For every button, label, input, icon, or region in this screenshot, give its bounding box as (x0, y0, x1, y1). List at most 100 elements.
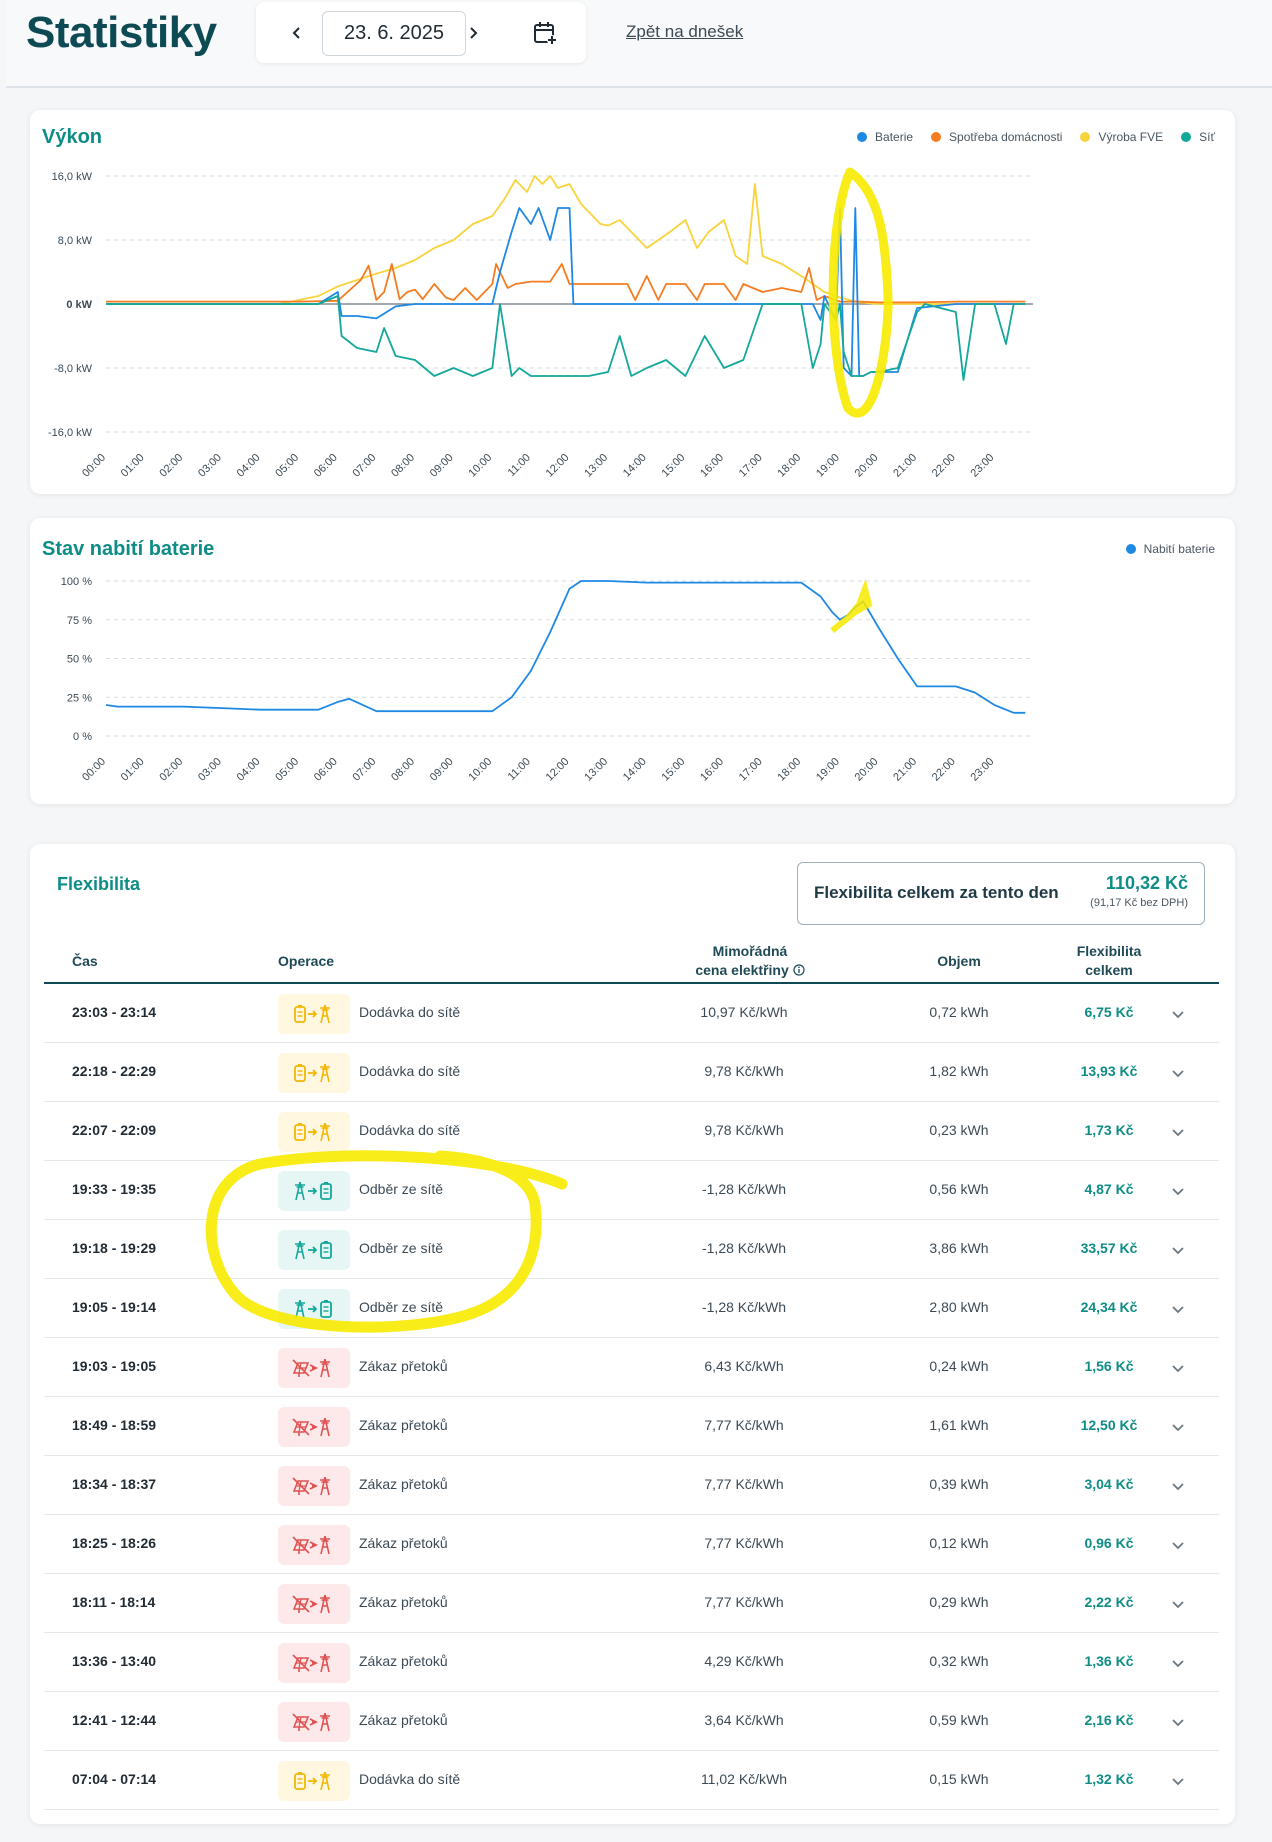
chevron-down-icon (1172, 1011, 1184, 1019)
operation-badge (278, 1584, 350, 1624)
expand-row-button[interactable] (1164, 1708, 1192, 1736)
operation-badge (278, 1171, 350, 1211)
power-y-tick-label: 8,0 kW (58, 235, 93, 247)
expand-row-button[interactable] (1164, 1118, 1192, 1146)
power-series-line (106, 263, 1026, 304)
calendar-button[interactable] (528, 16, 562, 50)
row-price: 7,77 Kč/kWh (704, 1476, 784, 1492)
table-row[interactable]: 22:07 - 22:09 Dodávka do sítě 9,78 Kč/kW… (44, 1102, 1219, 1161)
power-legend-item[interactable]: Baterie (857, 130, 913, 144)
row-operation: Zákaz přetoků (359, 1358, 448, 1374)
row-operation: Dodávka do sítě (359, 1004, 461, 1020)
row-price: 7,77 Kč/kWh (704, 1417, 784, 1433)
row-volume: 0,29 kWh (929, 1594, 989, 1610)
power-x-tick-label: 07:00 (351, 452, 379, 480)
table-row[interactable]: 18:11 - 18:14 Zákaz přetoků 7,77 Kč/kWh … (44, 1574, 1219, 1633)
grid-to-battery-icon (295, 1240, 332, 1260)
power-x-tick-label: 13:00 (582, 452, 610, 480)
row-time: 19:03 - 19:05 (72, 1358, 157, 1374)
row-flexibility: 6,75 Kč (1084, 1004, 1134, 1020)
battery-to-grid-icon (294, 1004, 330, 1024)
power-legend-item[interactable]: Výroba FVE (1080, 130, 1163, 144)
table-row[interactable]: 19:18 - 19:29 Odběr ze sítě -1,28 Kč/kWh… (44, 1220, 1219, 1279)
solar-to-grid-blocked-icon (292, 1535, 330, 1555)
table-row[interactable]: 23:03 - 23:14 Dodávka do sítě 10,97 Kč/k… (44, 984, 1219, 1043)
power-x-tick-label: 04:00 (235, 452, 263, 480)
expand-row-button[interactable] (1164, 1295, 1192, 1323)
row-volume: 0,15 kWh (929, 1771, 989, 1787)
expand-row-button[interactable] (1164, 1472, 1192, 1500)
power-legend-item[interactable]: Síť (1181, 130, 1215, 144)
info-icon[interactable] (793, 964, 805, 976)
operation-badge (278, 1643, 350, 1683)
row-volume: 0,72 kWh (929, 1004, 989, 1020)
row-operation: Zákaz přetoků (359, 1594, 448, 1610)
expand-row-button[interactable] (1164, 1177, 1192, 1205)
row-flexibility: 0,96 Kč (1084, 1535, 1134, 1551)
table-row[interactable]: 22:18 - 22:29 Dodávka do sítě 9,78 Kč/kW… (44, 1043, 1219, 1102)
table-row[interactable]: 18:25 - 18:26 Zákaz přetoků 7,77 Kč/kWh … (44, 1515, 1219, 1574)
chevron-down-icon (1172, 1424, 1184, 1432)
solar-to-grid-blocked-icon (292, 1594, 330, 1614)
expand-row-button[interactable] (1164, 1767, 1192, 1795)
table-row[interactable]: 12:41 - 12:44 Zákaz přetoků 3,64 Kč/kWh … (44, 1692, 1219, 1751)
power-y-tick-label: 16,0 kW (52, 171, 93, 183)
power-y-tick-label: -16,0 kW (48, 427, 93, 439)
expand-row-button[interactable] (1164, 1413, 1192, 1441)
expand-row-button[interactable] (1164, 1649, 1192, 1677)
column-header-price: Mimořádná cena elektřiny (670, 942, 830, 980)
row-time: 19:33 - 19:35 (72, 1181, 157, 1197)
row-time: 13:36 - 13:40 (72, 1653, 157, 1669)
soc-x-tick-label: 05:00 (273, 756, 301, 784)
expand-row-button[interactable] (1164, 1000, 1192, 1028)
table-row[interactable]: 19:03 - 19:05 Zákaz přetoků 6,43 Kč/kWh … (44, 1338, 1219, 1397)
chevron-down-icon (1172, 1129, 1184, 1137)
soc-x-tick-label: 23:00 (969, 756, 997, 784)
row-operation: Zákaz přetoků (359, 1653, 448, 1669)
row-time: 22:18 - 22:29 (72, 1063, 157, 1079)
expand-row-button[interactable] (1164, 1059, 1192, 1087)
row-volume: 0,32 kWh (929, 1653, 989, 1669)
row-volume: 1,61 kWh (929, 1417, 989, 1433)
row-operation: Zákaz přetoků (359, 1417, 448, 1433)
legend-dot-icon (1125, 544, 1136, 554)
back-to-today-link[interactable]: Zpět na dnešek (626, 22, 744, 41)
row-flexibility: 1,56 Kč (1084, 1358, 1134, 1374)
table-row[interactable]: 18:49 - 18:59 Zákaz přetoků 7,77 Kč/kWh … (44, 1397, 1219, 1456)
soc-series-line (105, 580, 1026, 714)
table-row[interactable]: 19:33 - 19:35 Odběr ze sítě -1,28 Kč/kWh… (44, 1161, 1219, 1220)
soc-x-tick-label: 08:00 (389, 756, 417, 784)
row-flexibility: 1,36 Kč (1084, 1653, 1134, 1669)
expand-row-button[interactable] (1164, 1590, 1192, 1618)
soc-x-tick-label: 12:00 (544, 756, 572, 784)
power-x-tick-label: 18:00 (775, 452, 803, 480)
power-legend-item[interactable]: Spotřeba domácnosti (931, 130, 1062, 144)
chevron-down-icon (1172, 1719, 1184, 1727)
row-flexibility: 3,04 Kč (1084, 1476, 1134, 1492)
soc-y-tick-label: 25 % (67, 692, 92, 704)
table-row[interactable]: 19:05 - 19:14 Odběr ze sítě -1,28 Kč/kWh… (44, 1279, 1219, 1338)
soc-chart: 100 % 75 % 50 % 25 % 0 % 00:00 01:00 02:00 03:00… (61, 576, 1033, 784)
soc-chart-title: Stav nabití baterie (42, 538, 215, 560)
soc-legend-item[interactable]: Nabití baterie (1125, 542, 1215, 556)
expand-row-button[interactable] (1164, 1236, 1192, 1264)
power-legend-label: Spotřeba domácnosti (949, 130, 1063, 144)
expand-row-button[interactable] (1164, 1354, 1192, 1382)
next-day-button[interactable] (456, 16, 490, 50)
solar-to-grid-blocked-icon (292, 1712, 330, 1732)
previous-day-button[interactable] (280, 16, 314, 50)
power-legend-label: Baterie (875, 130, 914, 144)
expand-row-button[interactable] (1164, 1531, 1192, 1559)
operation-badge (278, 1525, 350, 1565)
table-row[interactable]: 13:36 - 13:40 Zákaz přetoků 4,29 Kč/kWh … (44, 1633, 1219, 1692)
power-legend-label: Síť (1199, 130, 1215, 144)
table-row[interactable]: 18:34 - 18:37 Zákaz přetoků 7,77 Kč/kWh … (44, 1456, 1219, 1515)
legend-dot-icon (931, 132, 942, 142)
chevron-down-icon (1172, 1601, 1184, 1609)
row-price: 7,77 Kč/kWh (704, 1594, 784, 1610)
power-y-tick-label: 0 kW (66, 299, 92, 311)
table-row[interactable]: 07:04 - 07:14 Dodávka do sítě 11,02 Kč/k… (44, 1751, 1219, 1810)
column-header-volume: Objem (937, 953, 981, 969)
operation-badge (278, 1761, 350, 1801)
date-input[interactable]: 23. 6. 2025 (322, 11, 466, 56)
